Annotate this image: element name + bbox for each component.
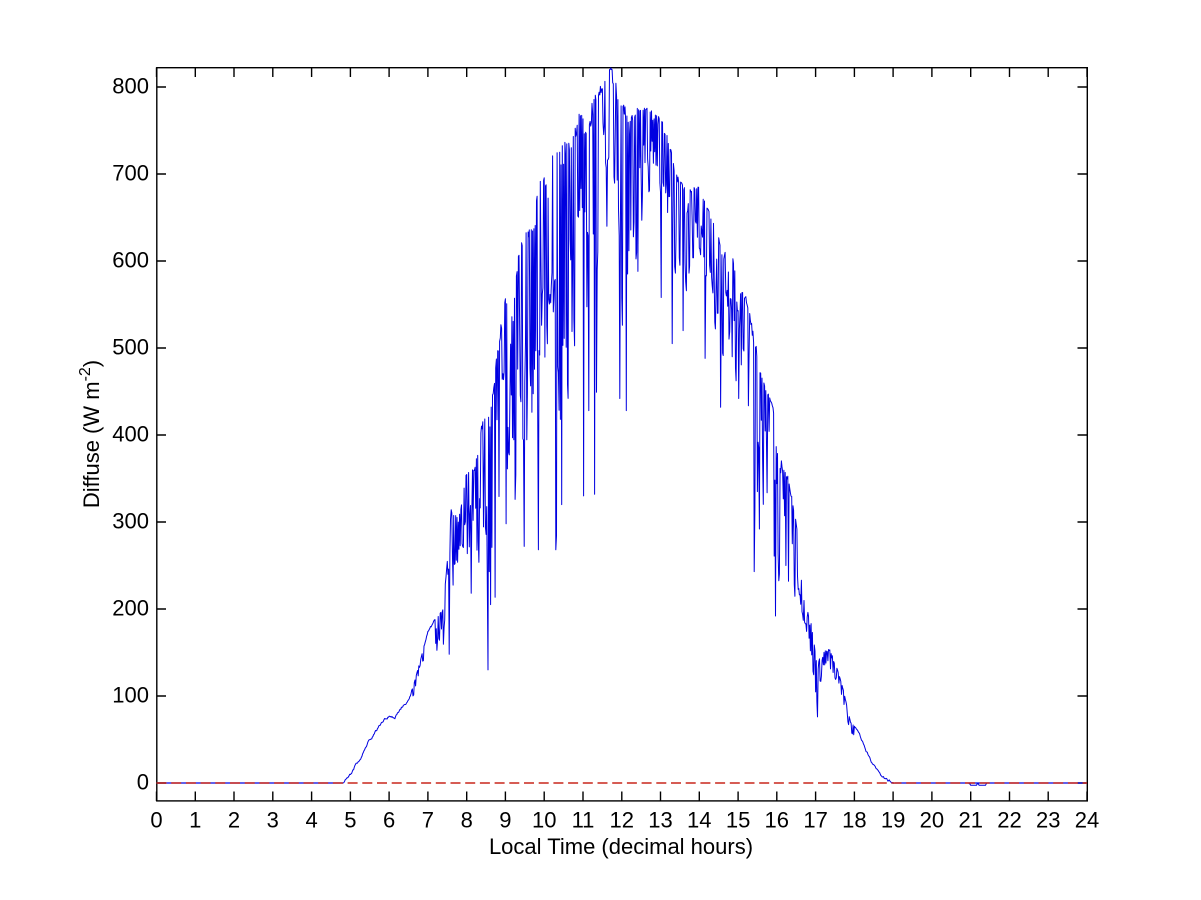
svg-text:22: 22 [997, 808, 1021, 833]
svg-text:13: 13 [648, 808, 672, 833]
svg-text:15: 15 [726, 808, 750, 833]
svg-text:1: 1 [189, 808, 201, 833]
svg-text:9: 9 [499, 808, 511, 833]
svg-text:12: 12 [610, 808, 634, 833]
svg-text:0: 0 [150, 808, 162, 833]
svg-text:24: 24 [1075, 808, 1099, 833]
svg-text:Diffuse (W m-2): Diffuse (W m-2) [77, 360, 104, 508]
svg-text:5: 5 [344, 808, 356, 833]
svg-text:500: 500 [112, 335, 149, 360]
svg-text:4: 4 [305, 808, 317, 833]
svg-text:300: 300 [112, 509, 149, 534]
svg-text:400: 400 [112, 422, 149, 447]
svg-text:17: 17 [803, 808, 827, 833]
svg-text:20: 20 [920, 808, 944, 833]
svg-text:0: 0 [137, 770, 149, 795]
svg-text:600: 600 [112, 248, 149, 273]
svg-text:700: 700 [112, 161, 149, 186]
svg-text:14: 14 [687, 808, 711, 833]
svg-text:7: 7 [422, 808, 434, 833]
svg-text:Local Time (decimal hours): Local Time (decimal hours) [489, 834, 753, 859]
svg-text:23: 23 [1036, 808, 1060, 833]
svg-text:18: 18 [842, 808, 866, 833]
svg-text:100: 100 [112, 683, 149, 708]
svg-text:21: 21 [958, 808, 982, 833]
svg-text:19: 19 [881, 808, 905, 833]
svg-text:16: 16 [765, 808, 789, 833]
svg-text:800: 800 [112, 74, 149, 99]
svg-text:11: 11 [572, 808, 595, 833]
svg-text:10: 10 [532, 808, 556, 833]
svg-text:200: 200 [112, 596, 149, 621]
svg-text:3: 3 [267, 808, 279, 833]
svg-text:8: 8 [461, 808, 473, 833]
svg-text:2: 2 [228, 808, 240, 833]
svg-text:6: 6 [383, 808, 395, 833]
